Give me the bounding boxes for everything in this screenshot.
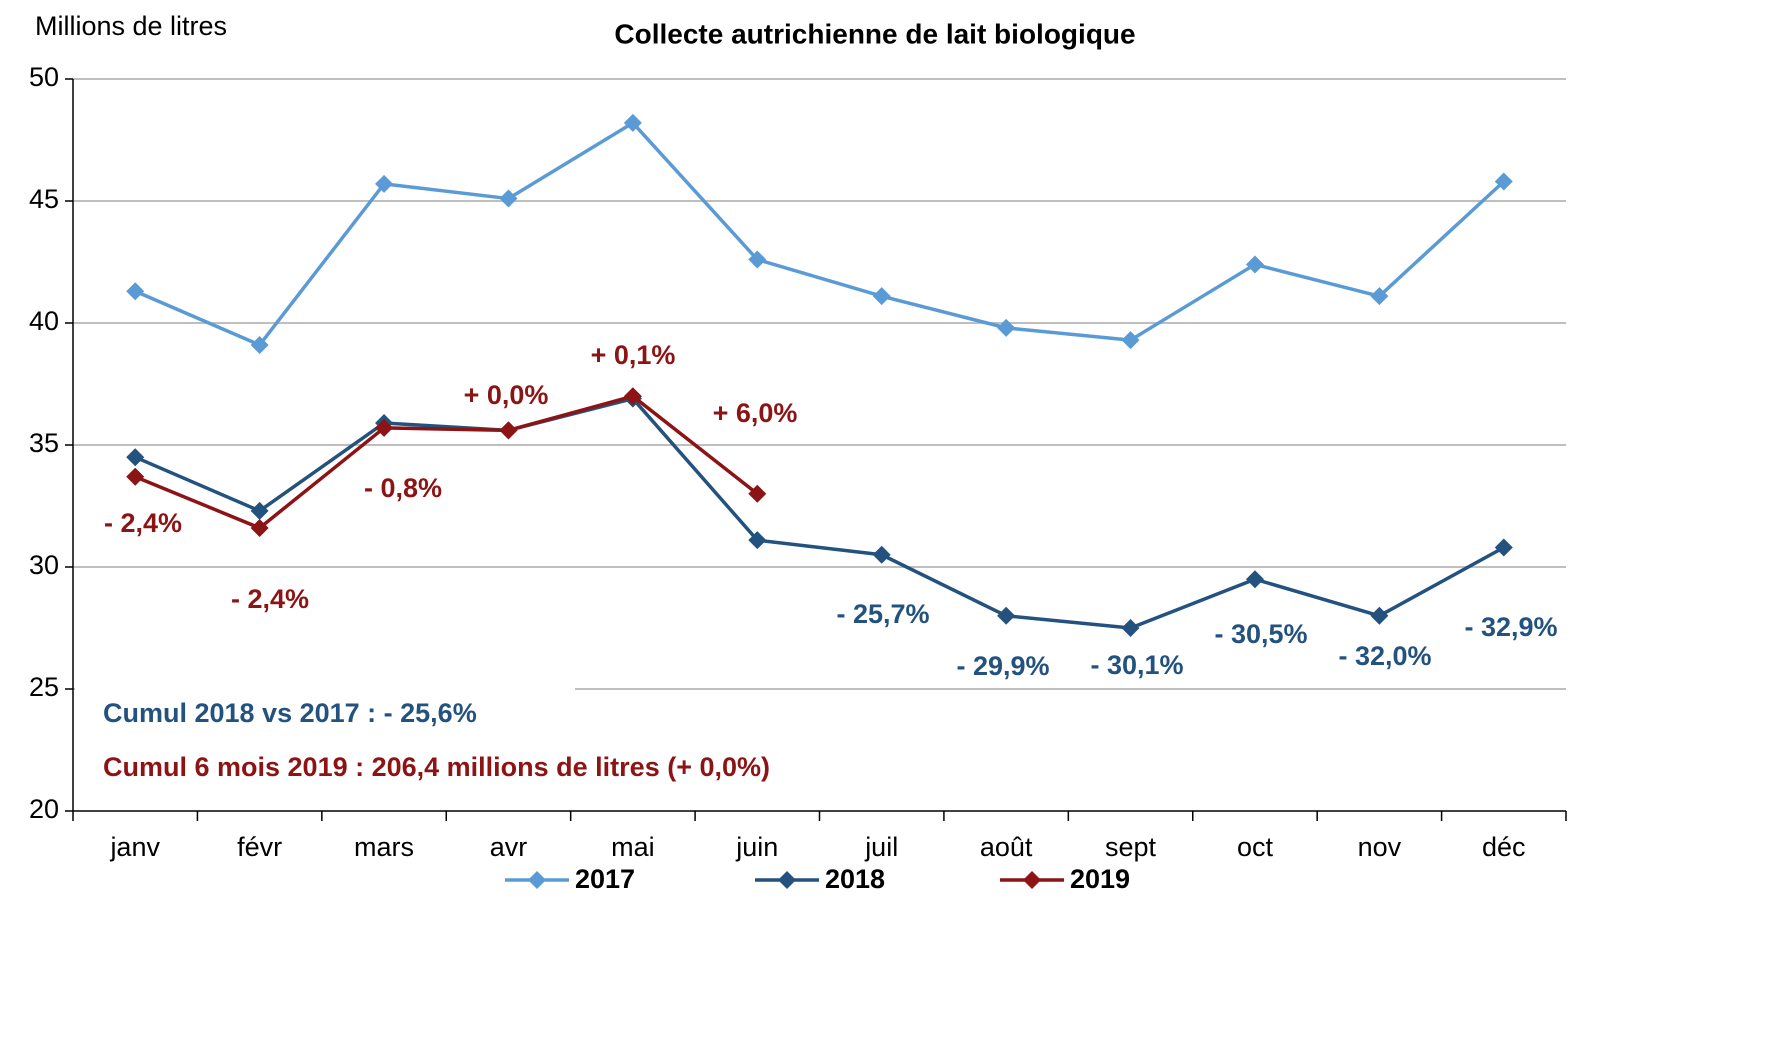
- legend-marker: [1023, 871, 1041, 889]
- x-tick-label: mars: [354, 832, 414, 862]
- point-marker: [748, 484, 767, 503]
- annotation: - 0,8%: [364, 473, 442, 503]
- point-marker: [250, 501, 269, 520]
- x-tick-label: avr: [490, 832, 528, 862]
- point-marker: [997, 606, 1016, 625]
- annotation: - 29,9%: [956, 651, 1049, 681]
- point-marker: [748, 531, 767, 550]
- x-tick-label: oct: [1237, 832, 1274, 862]
- x-tick-label: juin: [735, 832, 778, 862]
- legend-label: 2017: [575, 864, 635, 894]
- point-marker: [872, 287, 891, 306]
- x-tick-label: janv: [109, 832, 160, 862]
- annotation-box: [75, 688, 575, 806]
- annotation: - 25,7%: [836, 599, 929, 629]
- point-marker: [872, 545, 891, 564]
- point-marker: [1370, 287, 1389, 306]
- x-tick-label: juil: [864, 832, 898, 862]
- point-marker: [1370, 606, 1389, 625]
- y-tick-label: 30: [29, 550, 59, 580]
- x-tick-label: sept: [1105, 832, 1157, 862]
- point-marker: [126, 467, 145, 486]
- x-tick-label: déc: [1482, 832, 1526, 862]
- point-marker: [1494, 538, 1513, 557]
- legend-marker: [528, 871, 546, 889]
- point-marker: [250, 335, 269, 354]
- y-tick-label: 40: [29, 306, 59, 336]
- point-marker: [1121, 619, 1140, 637]
- y-tick-label: 45: [29, 184, 59, 214]
- x-tick-label: févr: [237, 832, 282, 862]
- series-line: [134, 396, 1505, 630]
- point-marker: [126, 448, 145, 467]
- legend-label: 2019: [1070, 864, 1130, 894]
- x-tick-label: nov: [1358, 832, 1402, 862]
- annotation: - 32,0%: [1338, 641, 1431, 671]
- chart-title: Collecte autrichienne de lait biologique: [614, 18, 1135, 49]
- annotation: - 2,4%: [104, 508, 182, 538]
- point-marker: [748, 250, 767, 269]
- legend-marker: [778, 871, 796, 889]
- point-marker: [250, 518, 269, 537]
- point-marker: [623, 113, 642, 132]
- annotation: - 30,5%: [1214, 619, 1307, 649]
- point-marker: [375, 418, 394, 437]
- y-axis-label: Millions de litres: [35, 11, 227, 41]
- annotation: Cumul 6 mois 2019 : 206,4 millions de li…: [103, 752, 770, 782]
- point-marker: [1245, 570, 1264, 589]
- point-marker: [1245, 255, 1264, 274]
- x-tick-label: mai: [611, 832, 655, 862]
- point-marker: [126, 282, 145, 301]
- series-line: [134, 394, 759, 530]
- annotation: - 32,9%: [1464, 612, 1557, 642]
- point-marker: [499, 421, 518, 440]
- y-tick-label: 35: [29, 428, 59, 458]
- annotation: - 30,1%: [1090, 650, 1183, 680]
- annotation: + 6,0%: [713, 398, 798, 428]
- point-marker: [997, 318, 1016, 337]
- point-marker: [375, 174, 394, 193]
- legend-label: 2018: [825, 864, 885, 894]
- point-marker: [1494, 172, 1513, 191]
- x-tick-label: août: [980, 832, 1033, 862]
- point-marker: [623, 387, 642, 406]
- annotation: + 0,0%: [464, 380, 549, 410]
- annotation: Cumul 2018 vs 2017 : - 25,6%: [103, 698, 477, 728]
- annotation: - 2,4%: [231, 584, 309, 614]
- point-marker: [499, 189, 518, 208]
- y-tick-label: 20: [29, 794, 59, 824]
- y-tick-label: 50: [29, 62, 59, 92]
- y-tick-label: 25: [29, 672, 59, 702]
- series-line: [134, 121, 1505, 347]
- point-marker: [1121, 331, 1140, 350]
- annotation: + 0,1%: [591, 340, 676, 370]
